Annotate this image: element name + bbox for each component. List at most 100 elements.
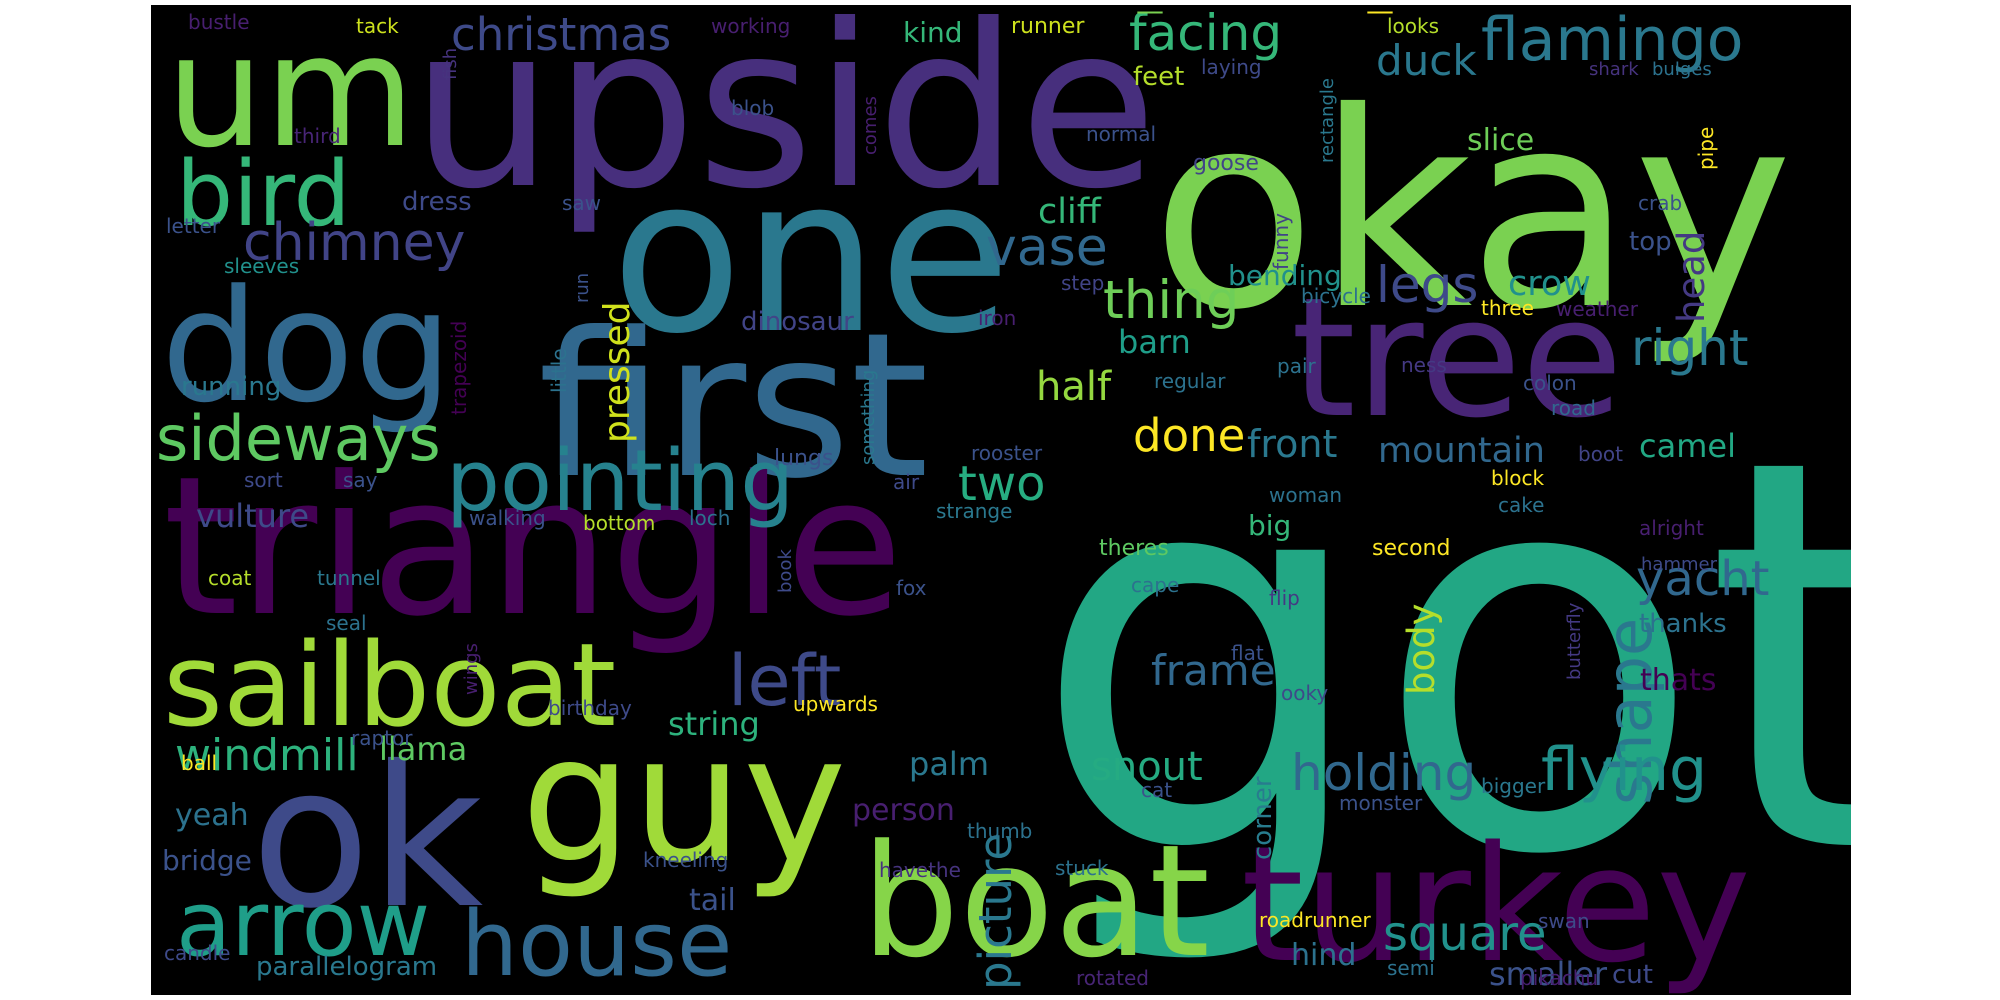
word-two: two xyxy=(958,456,1045,512)
word-kind: kind xyxy=(903,16,963,49)
word-ball: ball xyxy=(181,751,217,775)
word-comes: comes xyxy=(860,96,881,155)
word-walking: walking xyxy=(469,506,546,530)
word-bird: bird xyxy=(176,142,351,247)
word-hind: hind xyxy=(1291,938,1356,973)
word-holding: holding xyxy=(1291,744,1476,802)
word-mountain: mountain xyxy=(1378,431,1545,471)
word-tack: tack xyxy=(356,14,399,38)
word-fox: fox xyxy=(896,576,927,600)
word-fish: fish xyxy=(440,48,461,80)
word-duck: duck xyxy=(1376,36,1477,85)
word-tunnel: tunnel xyxy=(317,566,381,590)
word-dinosaur: dinosaur xyxy=(741,307,854,337)
word-block: block xyxy=(1491,466,1544,490)
word-lungs: lungs xyxy=(774,446,833,471)
word-flamingo: flamingo xyxy=(1481,5,1744,75)
word-corner: corner xyxy=(1248,776,1278,860)
word-crab: crab xyxy=(1638,191,1682,215)
word-boat: boat xyxy=(861,811,1210,992)
word-funny: funny xyxy=(1269,213,1293,270)
word-woman: woman xyxy=(1269,483,1342,507)
word-bending: bending xyxy=(1228,259,1342,292)
word-say: say xyxy=(343,468,378,492)
word-kneeling: kneeling xyxy=(643,848,728,872)
word-upwards: upwards xyxy=(793,692,878,716)
word-top-fragment-1: — xyxy=(1136,5,1164,27)
word-pointing: pointing xyxy=(446,432,794,531)
word-person: person xyxy=(852,793,955,828)
word-cat: cat xyxy=(1141,778,1172,802)
word-tail: tail xyxy=(689,883,736,918)
word-sort: sort xyxy=(244,468,283,492)
word-run: run xyxy=(572,273,593,303)
word-chimney: chimney xyxy=(243,213,465,273)
word-first: first xyxy=(538,290,929,523)
word-vulture: vulture xyxy=(196,497,309,535)
cloud-background xyxy=(151,5,1851,995)
word-thing: thing xyxy=(1103,270,1239,331)
word-step: step xyxy=(1061,271,1104,295)
word-flip: flip xyxy=(1269,586,1300,610)
word-theres: theres xyxy=(1099,536,1169,561)
word-raptor: raptor xyxy=(351,726,413,750)
word-barn: barn xyxy=(1118,323,1191,361)
word-dress: dress xyxy=(402,187,472,217)
word-pressed: pressed xyxy=(597,301,638,443)
word-bottom: bottom xyxy=(583,511,655,535)
word-running: running xyxy=(181,372,281,402)
word-butterfly: butterfly xyxy=(1564,602,1585,680)
word-ness: ness xyxy=(1401,353,1447,377)
word-weather: weather xyxy=(1556,297,1639,321)
word-string: string xyxy=(668,705,760,743)
word-crow: crow xyxy=(1508,264,1591,304)
word-one: one xyxy=(611,130,1011,381)
word-dog: dog xyxy=(161,256,453,437)
word-palm: palm xyxy=(909,745,989,783)
word-cape: cape xyxy=(1131,573,1179,597)
word-wings: wings xyxy=(461,643,482,695)
word-flying: flying xyxy=(1541,735,1707,805)
word-frame: frame xyxy=(1151,646,1276,695)
word-saw: saw xyxy=(562,191,601,215)
word-windmill: windmill xyxy=(175,730,359,781)
word-triangle: triangle xyxy=(163,436,903,659)
word-christmas: christmas xyxy=(451,8,671,61)
word-boot: boot xyxy=(1578,442,1623,466)
word-cut: cut xyxy=(1612,960,1653,990)
word-yeah: yeah xyxy=(175,798,249,833)
word-havethe: havethe xyxy=(879,858,961,882)
word-left: left xyxy=(728,640,841,722)
word-pipe: pipe xyxy=(1694,127,1718,170)
word-monster: monster xyxy=(1339,791,1423,815)
word-swan: swan xyxy=(1538,909,1590,933)
word-looks: looks xyxy=(1387,14,1439,38)
word-body: body xyxy=(1400,603,1443,695)
word-big: big xyxy=(1248,509,1291,542)
word-sideways: sideways xyxy=(156,402,441,475)
word-parallelogram: parallelogram xyxy=(256,952,437,982)
word-goose: goose xyxy=(1193,151,1259,176)
word-working: working xyxy=(711,14,790,38)
word-cake: cake xyxy=(1498,493,1544,517)
word-upside: upside xyxy=(411,5,1157,239)
word-yacht: yacht xyxy=(1636,551,1769,607)
word-regular: regular xyxy=(1154,369,1226,393)
word-slice: slice xyxy=(1467,123,1534,158)
word-guy: guy xyxy=(521,699,847,902)
word-shape: shape xyxy=(1593,618,1666,805)
word-air: air xyxy=(893,470,920,494)
word-rectangle: rectangle xyxy=(1317,78,1338,163)
word-candle: candle xyxy=(164,941,230,965)
word-bigger: bigger xyxy=(1481,774,1546,798)
word-loch: loch xyxy=(689,506,730,530)
word-third: third xyxy=(294,124,341,148)
word-arrow: arrow xyxy=(176,872,430,977)
word-semi: semi xyxy=(1387,956,1435,980)
word-ooky: ooky xyxy=(1281,681,1328,705)
word-picture: picture xyxy=(969,833,1022,990)
word-second: second xyxy=(1372,536,1450,561)
word-alright: alright xyxy=(1639,516,1704,540)
